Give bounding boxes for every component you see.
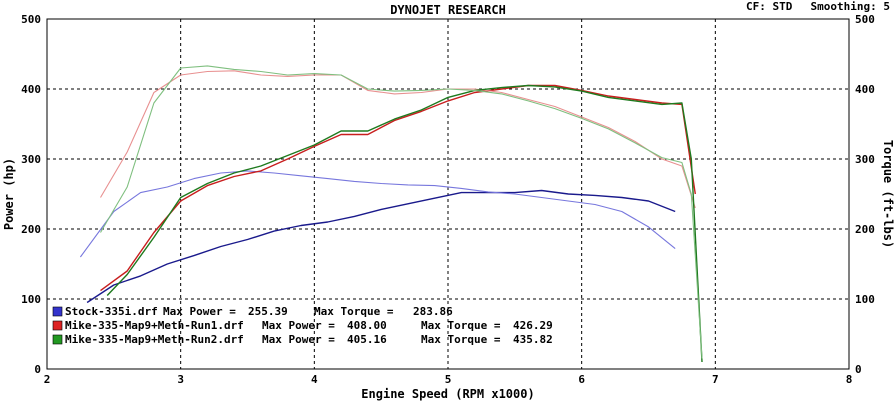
- y-tick-label-right: 500: [855, 13, 875, 26]
- legend-swatch: [52, 320, 63, 331]
- y-tick-label-left: 500: [21, 13, 41, 26]
- x-tick-label: 3: [177, 373, 184, 386]
- y-tick-label-right: 0: [855, 363, 862, 376]
- legend: Stock-335i.drf Max Power = 255.39 Max To…: [52, 305, 553, 346]
- series-line-torque: [100, 70, 696, 209]
- y-tick-label-left: 200: [21, 223, 41, 236]
- series-line-power: [100, 84, 696, 292]
- legend-file: Mike-335-Map9+Meth-Run2.drf: [65, 333, 244, 346]
- legend-max-power-label: Max Power =: [262, 333, 335, 346]
- x-axis-label: Engine Speed (RPM x1000): [361, 387, 534, 401]
- legend-file: Mike-335-Map9+Meth-Run1.drf: [65, 319, 244, 332]
- series-line-power: [106, 84, 703, 363]
- x-tick-label: 4: [311, 373, 318, 386]
- legend-max-torque-label: Max Torque =: [421, 333, 501, 346]
- y-tick-label-right: 100: [855, 293, 875, 306]
- x-tick-label: 5: [445, 373, 452, 386]
- legend-max-torque: 426.29: [513, 319, 553, 332]
- y-tick-label-left: 0: [34, 363, 41, 376]
- y-tick-label-left: 400: [21, 83, 41, 96]
- series-line-torque: [100, 65, 703, 359]
- plot-frame: [46, 18, 850, 370]
- x-tick-label: 2: [44, 373, 51, 386]
- y-tick-label-right: 200: [855, 223, 875, 236]
- series-line-power: [86, 189, 676, 304]
- legend-file: Stock-335i.drf: [65, 305, 158, 318]
- y-tick-label-left: 100: [21, 293, 41, 306]
- x-tick-label: 8: [846, 373, 853, 386]
- x-tick-label: 7: [712, 373, 719, 386]
- cf-label: CF: STD: [746, 0, 793, 13]
- chart-title: DYNOJET RESEARCH: [390, 3, 506, 17]
- legend-swatch: [52, 306, 63, 317]
- legend-max-power: 405.16: [347, 333, 387, 346]
- y-tick-label-right: 300: [855, 153, 875, 166]
- legend-entry: Stock-335i.drf Max Power = 255.39 Max To…: [52, 305, 453, 318]
- legend-max-power-label: Max Power =: [163, 305, 236, 318]
- legend-max-torque: 435.82: [513, 333, 553, 346]
- y-tick-label-right: 400: [855, 83, 875, 96]
- y-tick-label-left: 300: [21, 153, 41, 166]
- legend-max-power: 255.39: [248, 305, 288, 318]
- y-axis-label-right: Torque (ft-lbs): [881, 140, 895, 248]
- legend-max-torque-label: Max Torque =: [421, 319, 501, 332]
- legend-max-torque-label: Max Torque =: [314, 305, 394, 318]
- series-line-torque: [79, 170, 676, 258]
- legend-max-power-label: Max Power =: [262, 319, 335, 332]
- y-axis-label-left: Power (hp): [2, 158, 16, 230]
- legend-swatch: [52, 334, 63, 345]
- legend-max-torque: 283.86: [413, 305, 453, 318]
- x-tick-label: 6: [578, 373, 585, 386]
- smoothing-label: Smoothing: 5: [811, 0, 890, 13]
- series-lines: [79, 65, 703, 363]
- legend-entry: Mike-335-Map9+Meth-Run2.drf Max Power = …: [52, 333, 553, 346]
- legend-entry: Mike-335-Map9+Meth-Run1.drf Max Power = …: [52, 319, 553, 332]
- legend-max-power: 408.00: [347, 319, 387, 332]
